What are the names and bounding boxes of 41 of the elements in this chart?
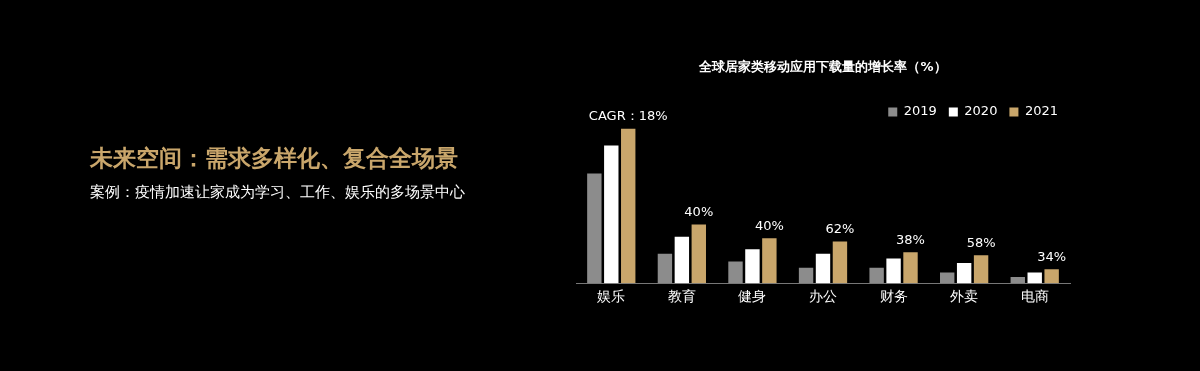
bar [762,238,777,284]
bar [832,241,848,284]
bar [798,267,814,284]
annotation: 40% [684,204,714,220]
bar [940,272,955,284]
annotation: 40% [754,218,784,234]
annotation: 38% [896,232,925,248]
bar [973,255,989,284]
text: 案例：疫情加速让家成为学习、工作、娱乐的多场景中心 [90,183,465,202]
bar [815,253,831,284]
chart-title: 全球居家类移动应用下载量的增长率（%） [698,59,947,75]
bar [1027,272,1042,284]
bar [1044,269,1059,284]
bar [869,267,884,284]
text: CAGR：18% [588,108,668,124]
bar [886,258,901,284]
bar [621,128,636,284]
annotation: 62% [825,221,855,237]
bar [1010,277,1025,284]
x-tick-label: 教育 [667,288,696,305]
x-tick-label: 电商 [1020,288,1049,305]
bar [691,224,706,284]
bar [956,263,972,284]
annotation: 34% [1037,249,1067,265]
x-tick-label: 外卖 [950,288,979,305]
legend-label: 2021 [1024,103,1059,119]
bar [903,252,918,284]
annotation: 58% [966,235,996,251]
legend-label: 2020 [964,103,998,119]
bar [587,173,602,284]
x-tick-label: 财务 [879,288,908,305]
bar [674,236,690,284]
x-tick-label: 办公 [809,288,837,305]
x-tick-label: 健身 [738,288,767,305]
text: 未来空间：需求多样化、复合全场景 [90,144,458,173]
bar [745,249,760,284]
legend-label: 2019 [903,103,937,119]
bar [657,253,673,284]
x-tick-label: 娱乐 [597,288,626,305]
bar [604,145,619,284]
bar [728,261,743,284]
